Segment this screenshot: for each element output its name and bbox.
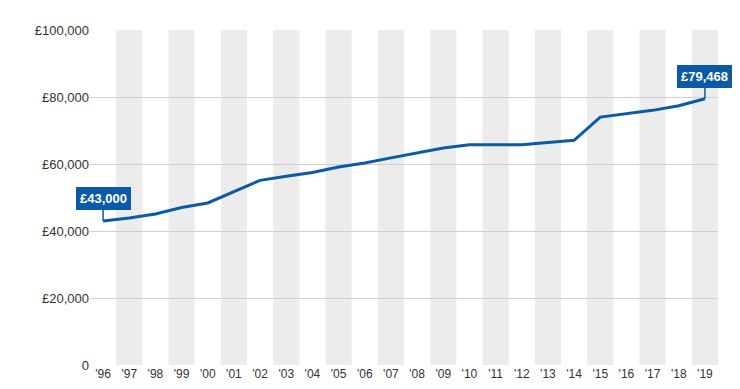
svg-text:0: 0 — [82, 358, 89, 373]
svg-text:'02: '02 — [252, 367, 268, 381]
svg-text:£60,000: £60,000 — [42, 157, 89, 172]
svg-text:'00: '00 — [200, 367, 216, 381]
svg-text:'16: '16 — [619, 367, 635, 381]
svg-text:'98: '98 — [148, 367, 164, 381]
svg-text:'05: '05 — [331, 367, 347, 381]
svg-text:£79,468: £79,468 — [681, 69, 728, 84]
svg-text:'96: '96 — [95, 367, 111, 381]
svg-text:'08: '08 — [409, 367, 425, 381]
svg-text:£20,000: £20,000 — [42, 291, 89, 306]
svg-text:£43,000: £43,000 — [80, 191, 127, 206]
svg-text:'14: '14 — [566, 367, 582, 381]
svg-text:£40,000: £40,000 — [42, 224, 89, 239]
svg-text:'97: '97 — [121, 367, 137, 381]
svg-text:'15: '15 — [592, 367, 608, 381]
svg-text:'12: '12 — [514, 367, 530, 381]
svg-text:'01: '01 — [226, 367, 242, 381]
svg-text:'99: '99 — [174, 367, 190, 381]
svg-text:'11: '11 — [488, 367, 503, 381]
svg-text:'13: '13 — [540, 367, 556, 381]
svg-text:'19: '19 — [697, 367, 713, 381]
svg-text:£100,000: £100,000 — [35, 23, 89, 38]
svg-text:'10: '10 — [462, 367, 478, 381]
svg-text:'09: '09 — [435, 367, 451, 381]
svg-text:'06: '06 — [357, 367, 373, 381]
svg-text:£80,000: £80,000 — [42, 90, 89, 105]
svg-text:'04: '04 — [305, 367, 321, 381]
svg-text:'03: '03 — [278, 367, 294, 381]
svg-text:'17: '17 — [645, 367, 661, 381]
svg-text:'07: '07 — [383, 367, 399, 381]
svg-text:'18: '18 — [671, 367, 687, 381]
